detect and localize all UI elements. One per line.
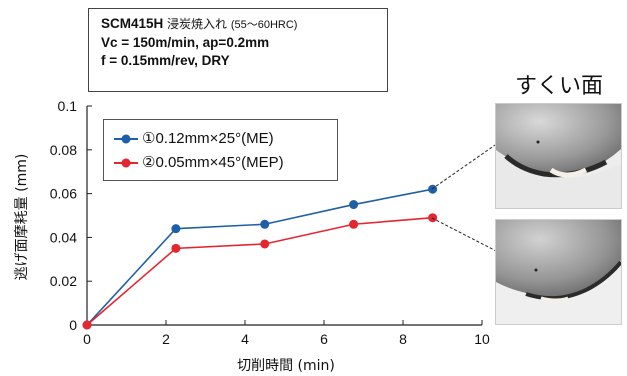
cutting-conditions-box: SCM415H 浸炭焼入れ (55〜60HRC) Vc = 150m/min, … <box>88 8 388 92</box>
data-point-series-2 <box>171 243 181 253</box>
legend-item-series-2: ②0.05mm×45°(MEP) <box>112 153 332 173</box>
x-tick-label: 10 <box>474 331 490 347</box>
y-tick-label: 0.02 <box>50 273 77 289</box>
chart-ticks: 0 2 4 6 8 10 0 0.02 0.04 0.06 0.08 0.1 <box>50 98 490 347</box>
conditions-line-2: Vc = 150m/min, ap=0.2mm <box>101 35 270 50</box>
hardness: (55〜60HRC) <box>230 19 298 31</box>
data-point-series-2 <box>82 320 92 330</box>
x-tick-label: 6 <box>320 331 328 347</box>
legend-item-series-1: ①0.12mm×25°(ME) <box>112 129 332 149</box>
data-point-series-2 <box>260 239 270 249</box>
x-tick-label: 8 <box>399 331 407 347</box>
legend-label-series-1: ①0.12mm×25°(ME) <box>142 130 274 147</box>
rake-face-photo-1 <box>495 103 622 209</box>
series-line-1 <box>86 188 433 326</box>
x-tick-label: 0 <box>83 331 91 347</box>
series-line-2 <box>86 216 433 326</box>
chart-legend: ①0.12mm×25°(ME) ②0.05mm×45°(MEP) <box>103 119 338 181</box>
material-grade: SCM415H <box>101 16 164 31</box>
conditions-line-1: SCM415H 浸炭焼入れ (55〜60HRC) <box>101 15 379 34</box>
data-point-series-1 <box>260 219 270 229</box>
rake-face-photo-2 <box>495 219 622 325</box>
y-tick-label: 0.04 <box>50 229 77 245</box>
x-tick-label: 4 <box>241 331 249 347</box>
y-tick-label: 0 <box>69 317 77 333</box>
legend-marker-series-2 <box>114 158 138 168</box>
x-tick-label: 2 <box>162 331 170 347</box>
y-tick-label: 0.08 <box>50 142 77 158</box>
data-point-series-1 <box>428 184 438 194</box>
heat-treatment: 浸炭焼入れ <box>167 17 228 31</box>
y-tick-label: 0.06 <box>50 186 77 202</box>
data-point-series-1 <box>349 200 359 210</box>
data-point-series-2 <box>349 219 359 229</box>
legend-label-series-2: ②0.05mm×45°(MEP) <box>142 154 284 171</box>
data-point-series-2 <box>428 213 438 223</box>
chart-axes <box>86 106 482 326</box>
chart-series <box>82 184 438 330</box>
legend-marker-series-1 <box>114 134 138 144</box>
data-point-series-1 <box>171 224 181 234</box>
y-tick-label: 0.1 <box>58 98 78 114</box>
rake-face-title: すくい面 <box>515 74 604 99</box>
y-axis-label: 逃げ面摩耗量 (mm) <box>13 154 30 281</box>
x-axis-label: 切削時間 (min) <box>237 358 335 374</box>
conditions-line-3: f = 0.15mm/rev, DRY <box>101 53 230 68</box>
